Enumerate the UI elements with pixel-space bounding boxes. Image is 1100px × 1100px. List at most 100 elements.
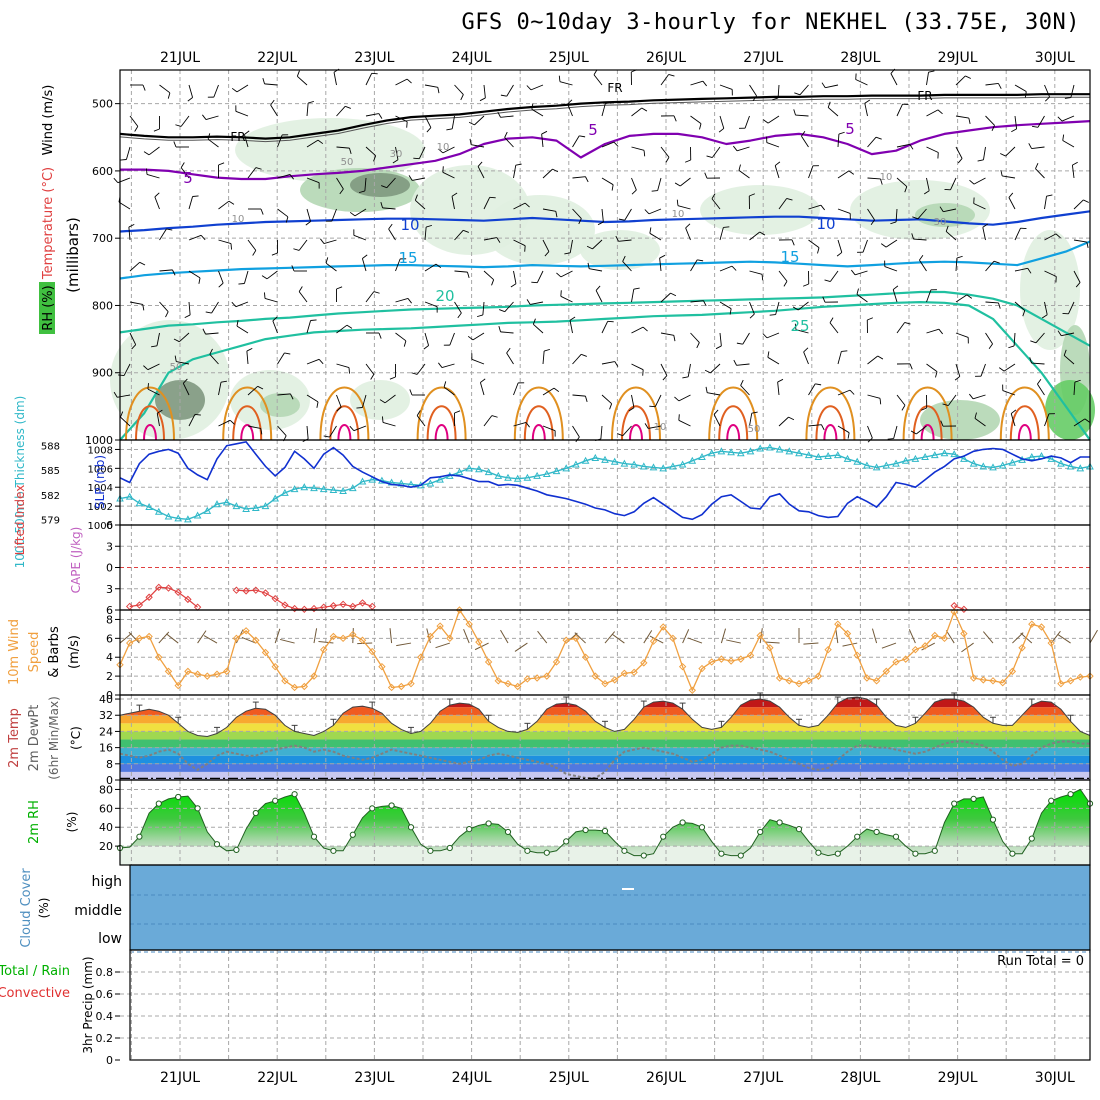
wind10-barb: [649, 635, 664, 644]
wind10-point: [911, 645, 920, 654]
bl-isotherm: [912, 405, 943, 441]
wind10-point: [494, 677, 503, 685]
wind-barb-flag: [685, 223, 691, 229]
wind-barb-flag: [491, 279, 495, 286]
thickness-point: [184, 515, 192, 523]
wind-barb-flag: [310, 319, 317, 321]
li-point: [155, 583, 163, 592]
rh-contour-label: 50: [170, 362, 183, 373]
wind-barb-flag: [358, 190, 365, 194]
thickness-point: [795, 449, 803, 457]
wind-barb: [246, 351, 249, 365]
wind-barb: [690, 80, 704, 86]
wind-barb-flag: [729, 308, 732, 315]
wind-barb: [926, 328, 940, 334]
wind-barb: [1008, 197, 1016, 210]
wind-barb-flag: [793, 109, 796, 116]
wind-barb: [500, 331, 514, 334]
rh-point: [233, 846, 240, 853]
wind10-barb: [197, 630, 207, 644]
wind-barb-flag: [938, 328, 943, 335]
rh-legend-swatch: [39, 282, 55, 334]
thickness-point: [242, 504, 250, 512]
wind-barb: [648, 208, 662, 215]
wind-barb-flag: [910, 430, 917, 435]
thickness-point: [465, 464, 474, 472]
wind-barb-flag: [423, 345, 429, 350]
wind-barb-flag: [892, 285, 899, 290]
wind-tick-label: 8: [106, 613, 113, 626]
wind-barb-flag: [685, 159, 691, 163]
wind-barb: [973, 203, 986, 210]
li-point: [125, 602, 134, 611]
cloud-level-label: low: [98, 931, 122, 947]
wind-barb: [542, 208, 556, 212]
wind-barb-flag: [318, 359, 324, 365]
wind-barb: [982, 227, 986, 241]
thickness-tick-label: 582: [41, 491, 60, 502]
wind-barb-flag: [595, 285, 601, 291]
wind-barb-flag: [532, 318, 536, 325]
rh-point: [892, 833, 900, 840]
wind-barb-flag: [674, 182, 681, 187]
rh-point: [718, 850, 725, 857]
wind-barb-flag: [945, 225, 949, 232]
wind-barb-flag: [642, 326, 648, 332]
wind-barb: [660, 74, 670, 86]
wind-barb-flag: [373, 155, 377, 162]
ylabel-wind: Wind (m/s): [41, 85, 56, 156]
wind-barb-flag: [403, 340, 407, 347]
wind-barb-flag: [200, 235, 206, 241]
wind-barb: [209, 354, 219, 365]
wind-barb-flag: [718, 128, 725, 133]
wind-barb: [801, 135, 809, 148]
wind-barb: [236, 84, 249, 93]
wind-barb: [985, 115, 995, 126]
wind10-barb: [881, 642, 897, 649]
rh-contour-label: 30: [934, 217, 947, 228]
wind-barb-flag: [752, 95, 757, 102]
wind-barb-flag: [977, 159, 984, 162]
wind-barb: [955, 294, 968, 303]
date-label-top: 28JUL: [840, 50, 880, 66]
wind10-point: [804, 677, 813, 685]
wind-barb: [567, 103, 573, 117]
wind-barb: [418, 146, 426, 159]
li-tick-label: 6: [106, 604, 113, 617]
wind-barb: [542, 387, 555, 396]
wind-barb: [329, 425, 337, 438]
wind-barb: [472, 332, 485, 341]
wind-barb: [808, 383, 816, 396]
slp-line: [119, 441, 1090, 521]
wind10-point: [378, 662, 386, 671]
wind-barb: [530, 301, 544, 305]
wind-barb-flag: [587, 262, 590, 269]
temp-tick-label: 0: [106, 774, 113, 787]
wind-barb: [129, 301, 143, 305]
wind-barb-flag: [553, 387, 560, 393]
thickness-point: [688, 456, 697, 464]
wind-barb-flag: [382, 416, 384, 423]
thickness-tick-label: 579: [41, 515, 60, 526]
wind-barb: [829, 270, 839, 282]
wind-barb: [382, 421, 396, 427]
wind-barb: [297, 75, 308, 86]
wind-barb-flag: [579, 135, 586, 138]
rh-point: [582, 826, 589, 834]
wind10-point: [426, 632, 435, 641]
wind-barb-flag: [544, 251, 550, 257]
wind-barb-flag: [290, 393, 294, 400]
wind10-point: [513, 682, 522, 691]
date-label-top: 30JUL: [1035, 50, 1075, 66]
wind-barb: [306, 358, 320, 365]
wind-barb-flag: [1046, 194, 1053, 197]
wind-barb: [926, 289, 932, 303]
wind-barb: [983, 146, 986, 160]
wind-tick-label: 0: [106, 689, 113, 702]
temp-band: [120, 699, 1090, 708]
bl-isotherm: [823, 424, 838, 441]
wind-barb-flag: [252, 250, 257, 256]
wind10-barb: [463, 628, 470, 644]
wind-barb-flag: [1024, 91, 1027, 98]
wind-barb: [1014, 228, 1021, 241]
